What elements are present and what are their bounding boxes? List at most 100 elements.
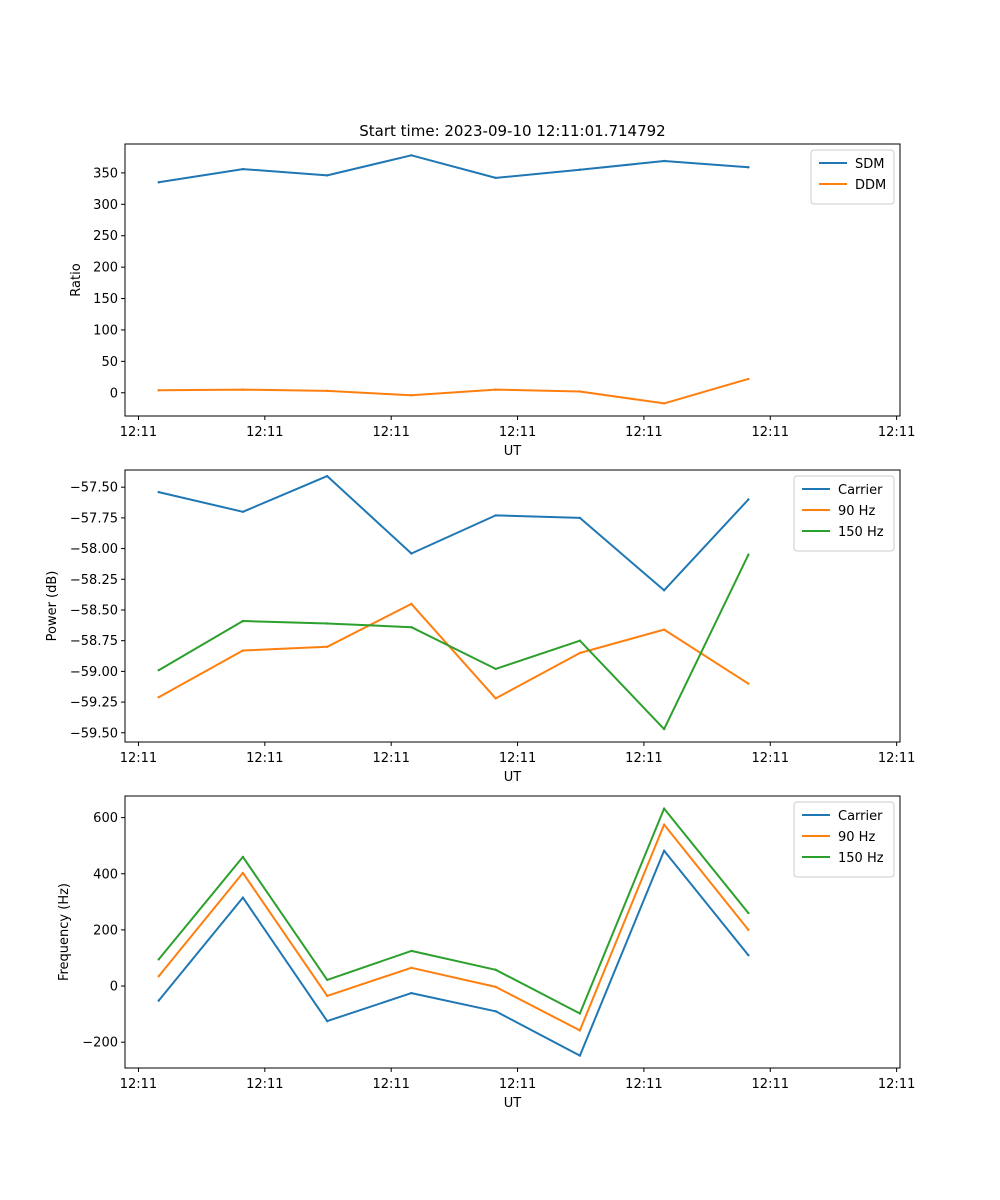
- data-point: [157, 695, 160, 699]
- x-tick-label: 12:11: [752, 425, 789, 440]
- data-point: [325, 645, 329, 649]
- data-point: [325, 474, 329, 478]
- data-point: [410, 949, 413, 953]
- data-point: [494, 176, 497, 180]
- y-tick-label: 250: [93, 229, 118, 244]
- y-tick-label: 150: [93, 292, 118, 307]
- data-point: [157, 181, 160, 184]
- y-tick-label: 600: [93, 811, 118, 826]
- data-point: [578, 1029, 582, 1032]
- data-point: [747, 682, 750, 685]
- legend: SDM DDM: [810, 149, 895, 205]
- axes-frame: [124, 143, 901, 417]
- y-tick-label: −59.50: [70, 726, 118, 741]
- legend-entry: 150 Hz: [838, 851, 884, 866]
- x-tick-label: 12:11: [752, 1077, 789, 1092]
- data-point: [578, 516, 582, 520]
- y-tick-label: −200: [82, 1036, 118, 1051]
- data-point: [157, 999, 160, 1002]
- data-point: [578, 1054, 582, 1057]
- subplot-3: 12:11 12:11 12:11 12:11 12:11 12:11 12:11 −200 0…: [57, 795, 915, 1111]
- y-tick-label: −59.25: [70, 696, 118, 711]
- x-tick-label: 12:11: [120, 751, 157, 766]
- legend-entry: Carrier: [838, 483, 883, 498]
- y-tick-label: −57.50: [70, 481, 118, 496]
- legend-entry: DDM: [855, 178, 886, 193]
- x-tick-label: 12:11: [499, 425, 536, 440]
- data-point: [578, 168, 582, 171]
- data-point: [662, 628, 666, 631]
- data-point: [241, 649, 245, 652]
- data-point: [747, 377, 750, 381]
- data-point: [747, 498, 750, 501]
- x-tick-label: 12:11: [752, 751, 789, 766]
- legend-entry: 90 Hz: [838, 504, 875, 519]
- y-tick-label: 200: [93, 261, 118, 276]
- x-tick-label: 12:11: [120, 425, 157, 440]
- data-point: [494, 514, 497, 517]
- y-axis-label: Power (dB): [45, 571, 60, 642]
- data-point: [662, 159, 666, 163]
- axes-frame: [124, 795, 901, 1069]
- y-tick-label: 400: [93, 867, 118, 882]
- series-line-ddm: [158, 377, 749, 405]
- data-point: [157, 668, 160, 672]
- x-tick-label: 12:11: [499, 1077, 536, 1092]
- data-point: [747, 928, 750, 932]
- x-tick-label: 12:11: [372, 751, 409, 766]
- x-tick-label: 12:11: [878, 1077, 915, 1092]
- subplot-1: 12:11 12:11 12:11 12:11 12:11 12:11 12:11 0 50 10…: [69, 143, 915, 459]
- x-tick-label: 12:11: [625, 1077, 662, 1092]
- x-tick-label: 12:11: [372, 425, 409, 440]
- data-point: [410, 552, 413, 555]
- data-point: [747, 953, 750, 957]
- data-point: [157, 490, 160, 494]
- data-point: [578, 639, 582, 642]
- data-point: [241, 619, 245, 623]
- data-point: [494, 388, 497, 391]
- x-tick-label: 12:11: [878, 751, 915, 766]
- data-point: [578, 390, 582, 393]
- data-point: [325, 174, 329, 177]
- y-tick-label: 0: [110, 386, 118, 401]
- legend-box: [793, 801, 895, 878]
- legend-entry: 90 Hz: [838, 830, 875, 845]
- x-axis-label: UT: [504, 770, 522, 785]
- x-tick-label: 12:11: [499, 751, 536, 766]
- data-point: [494, 1010, 497, 1013]
- x-tick-label: 12:11: [625, 425, 662, 440]
- y-axis-label: Frequency (Hz): [57, 883, 72, 981]
- data-point: [325, 978, 329, 982]
- data-point: [241, 871, 245, 875]
- data-point: [410, 154, 413, 157]
- data-point: [662, 402, 666, 405]
- series-line-sdm: [158, 154, 749, 184]
- legend-box: [793, 475, 895, 552]
- legend: Carrier 90 Hz 150 Hz: [793, 801, 895, 878]
- y-axis-label: Ratio: [69, 263, 84, 296]
- y-tick-label: −58.50: [70, 603, 118, 618]
- data-point: [494, 697, 497, 700]
- series-line-90-hz: [158, 602, 749, 700]
- data-point: [662, 727, 666, 731]
- x-axis-label: UT: [504, 444, 522, 459]
- y-tick-label: 50: [101, 355, 118, 370]
- legend-entry: 150 Hz: [838, 525, 884, 540]
- legend-entry: SDM: [855, 157, 884, 172]
- y-tick-label: −58.75: [70, 634, 118, 649]
- series-line-90-hz: [157, 823, 750, 1032]
- x-axis-label: UT: [504, 1096, 522, 1111]
- data-point: [410, 394, 413, 397]
- figure-title: Start time: 2023-09-10 12:11:01.714792: [359, 122, 665, 140]
- subplot-2: 12:11 12:11 12:11 12:11 12:11 12:11 12:11−59.5…: [45, 469, 915, 785]
- data-point: [747, 911, 750, 915]
- data-point: [578, 1012, 582, 1015]
- data-point: [241, 510, 245, 513]
- legend-entry: Carrier: [838, 809, 883, 824]
- y-tick-label: −57.75: [70, 511, 118, 526]
- series-line-150-hz: [157, 807, 750, 1015]
- data-point: [662, 849, 666, 852]
- data-point: [325, 622, 329, 625]
- y-tick-label: 100: [93, 323, 118, 338]
- x-tick-label: 12:11: [878, 425, 915, 440]
